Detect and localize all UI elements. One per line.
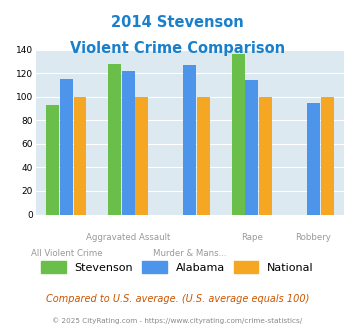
Bar bbox=[47, 105, 59, 214]
Bar bbox=[108, 64, 121, 214]
Bar bbox=[135, 97, 148, 214]
Text: Aggravated Assault: Aggravated Assault bbox=[86, 233, 170, 242]
Bar bbox=[122, 71, 135, 215]
Text: Compared to U.S. average. (U.S. average equals 100): Compared to U.S. average. (U.S. average … bbox=[46, 294, 309, 304]
Text: All Violent Crime: All Violent Crime bbox=[31, 249, 102, 258]
Text: © 2025 CityRating.com - https://www.cityrating.com/crime-statistics/: © 2025 CityRating.com - https://www.city… bbox=[53, 317, 302, 324]
Bar bbox=[60, 79, 73, 214]
Bar bbox=[245, 80, 258, 214]
Text: Violent Crime Comparison: Violent Crime Comparison bbox=[70, 41, 285, 56]
Bar bbox=[197, 97, 210, 214]
Bar bbox=[73, 97, 86, 214]
Text: Murder & Mans...: Murder & Mans... bbox=[153, 249, 227, 258]
Bar bbox=[307, 103, 320, 214]
Text: Rape: Rape bbox=[241, 233, 263, 242]
Bar bbox=[184, 65, 196, 214]
Text: Robbery: Robbery bbox=[295, 233, 332, 242]
Text: 2014 Stevenson: 2014 Stevenson bbox=[111, 15, 244, 30]
Legend: Stevenson, Alabama, National: Stevenson, Alabama, National bbox=[38, 258, 317, 277]
Bar bbox=[259, 97, 272, 214]
Bar bbox=[232, 54, 245, 214]
Bar bbox=[321, 97, 333, 214]
